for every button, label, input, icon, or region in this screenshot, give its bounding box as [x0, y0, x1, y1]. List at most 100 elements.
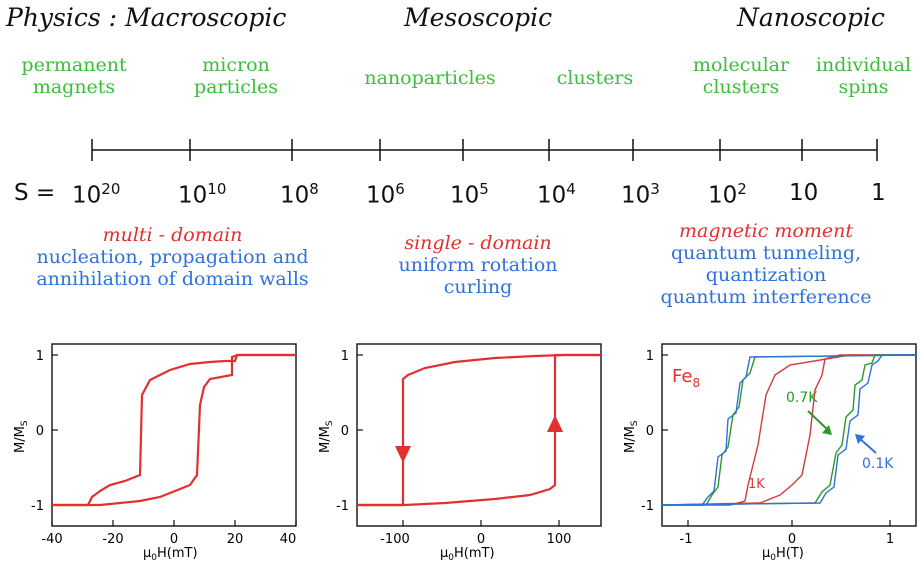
hysteresis-plot-multi-domain: 1 0 -1 -40 -20 0 20 40 μ0H(mT) M/MS: [13, 343, 297, 562]
category-line: individual: [815, 54, 912, 76]
y-tick-label: -1: [336, 499, 349, 514]
x-axis-label: μ0H(T): [762, 546, 804, 562]
scale-label-1: 1: [871, 180, 886, 206]
scale-prefix: S =: [14, 180, 56, 206]
regime-description-line: annihilation of domain walls: [36, 268, 309, 290]
header-mesoscopic: Mesoscopic: [404, 3, 553, 32]
scale-label-1e6: 106: [366, 180, 405, 209]
x-tick-label: 1: [886, 532, 894, 547]
y-tick-label: 1: [646, 349, 654, 364]
x-tick-label: -40: [41, 532, 62, 547]
scale-base: 10: [280, 182, 310, 209]
scale-label-1e4: 104: [537, 180, 576, 209]
header-macroscopic: Physics : Macroscopic: [6, 3, 287, 32]
curve-01k-up: [662, 354, 917, 506]
x-tick-label: -1: [680, 532, 693, 547]
scale-label-1e3: 103: [621, 180, 660, 209]
up-arrow-icon: [547, 415, 563, 432]
category-micron-particles: micron particles: [176, 54, 296, 98]
arrow-01k-icon: [855, 434, 865, 444]
curve-1k-up: [662, 354, 916, 506]
hysteresis-plot-single-domain: 1 0 -1 -100 0 100 μ0H(mT) M/MS: [318, 343, 602, 562]
curve-01k-down: [661, 354, 916, 506]
regime-single-domain: single - domain uniform rotation curling: [368, 232, 588, 298]
x-axis-label: μ0H(mT): [440, 546, 495, 562]
curve-07k-up: [662, 354, 917, 506]
category-line: spins: [838, 76, 889, 98]
regime-title: magnetic moment: [679, 220, 853, 242]
scale-exp: 10: [207, 180, 227, 198]
category-line: clusters: [702, 76, 780, 98]
regime-description-line: curling: [443, 276, 513, 298]
category-permanent-magnets: permanent magnets: [14, 54, 134, 98]
category-nanoparticles: nanoparticles: [350, 67, 510, 89]
hysteresis-plot-fe8: 1 0 -1 -1 0 1 μ0H(T) M/MS Fe8 1K 0.7K 0.…: [623, 343, 917, 562]
regime-description-line: uniform rotation: [398, 254, 558, 276]
category-line: clusters: [556, 67, 634, 89]
scale-base: 10: [621, 182, 651, 209]
scale-exp: 2: [737, 180, 747, 198]
decreasing-branch: [357, 353, 601, 507]
scale-exp: 4: [566, 180, 576, 198]
curve-1k-down: [661, 354, 916, 506]
hysteresis-loop: [52, 353, 296, 507]
plot-frame: [661, 343, 917, 527]
header-nanoscopic: Nanoscopic: [737, 3, 885, 32]
curve-07k: [661, 354, 917, 506]
scale-label-1e5: 105: [450, 180, 489, 209]
scale-base: 10: [72, 182, 102, 209]
y-axis-label: M/MS: [623, 420, 640, 453]
y-axis-label: M/MS: [13, 420, 30, 453]
scale-base: 10: [537, 182, 567, 209]
curve-07k-down: [661, 354, 916, 506]
category-individual-spins: individual spins: [806, 54, 921, 98]
arrow-07k-line: [807, 410, 829, 431]
scale-base: 10: [450, 182, 480, 209]
curve-1k: [661, 354, 916, 506]
label-01k: 0.1K: [862, 456, 894, 472]
regime-multi-domain: multi - domain nucleation, propagation a…: [0, 224, 345, 290]
y-tick-label: -1: [641, 499, 654, 514]
x-axis-label: μ0H(mT): [143, 546, 198, 562]
scale-label-10: 10: [789, 180, 819, 206]
y-tick-label: 0: [36, 424, 44, 439]
hysteresis-loop: [357, 353, 601, 507]
x-tick-label: 20: [227, 532, 244, 547]
category-line: particles: [194, 76, 278, 98]
category-line: nanoparticles: [364, 67, 496, 89]
regime-description-line: nucleation, propagation and: [36, 246, 309, 268]
category-line: molecular: [692, 54, 790, 76]
category-molecular-clusters: molecular clusters: [681, 54, 801, 98]
increasing-branch: [52, 353, 296, 507]
scale-exp: 8: [309, 180, 319, 198]
y-tick-label: 1: [341, 349, 349, 364]
plot-frame: [51, 343, 297, 527]
x-tick-label: 0: [477, 532, 485, 547]
y-tick-label: 0: [341, 424, 349, 439]
scale-exp: 20: [101, 180, 121, 198]
scale-label-1e8: 108: [280, 180, 319, 209]
scale-label-1e20: 1020: [72, 180, 120, 209]
y-axis-label: M/MS: [318, 420, 335, 453]
scale-base: 10: [178, 182, 208, 209]
regime-description-line: quantum tunneling,: [670, 242, 862, 264]
regime-description-line: quantum interference: [660, 286, 872, 308]
regime-title: single - domain: [404, 232, 552, 254]
y-tick-label: 0: [646, 424, 654, 439]
label-07k: 0.7K: [786, 390, 818, 406]
x-tick-label: 40: [280, 532, 297, 547]
x-tick-label: 100: [547, 532, 572, 547]
scale-label-1e2: 102: [708, 180, 747, 209]
regime-description-line: quantization: [705, 264, 827, 286]
scale-base: 10: [366, 182, 396, 209]
x-tick-label: -20: [102, 532, 123, 547]
decreasing-branch: [52, 353, 296, 507]
category-line: permanent: [21, 54, 127, 76]
arrow-01k-line: [858, 437, 877, 454]
regime-magnetic-moment: magnetic moment quantum tunneling, quant…: [640, 220, 892, 308]
x-tick-label: -100: [380, 532, 410, 547]
regime-title: multi - domain: [102, 224, 243, 246]
x-tick-label: 0: [170, 532, 178, 547]
category-line: micron: [202, 54, 270, 76]
scale-base: 10: [708, 182, 738, 209]
